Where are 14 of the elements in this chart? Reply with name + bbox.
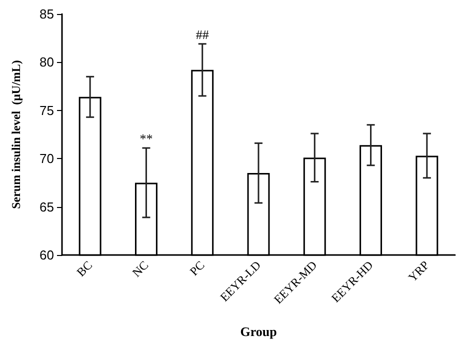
y-tick-label: 85 [40, 6, 54, 22]
y-tick-label: 70 [40, 151, 54, 166]
x-tick-label: NC [129, 258, 152, 280]
x-axis-title: Group [240, 324, 277, 339]
y-tick-label: 60 [40, 248, 54, 262]
x-tick-label: BC [74, 258, 96, 280]
y-tick-label: 80 [40, 54, 54, 70]
y-tick-label: 75 [40, 102, 54, 118]
y-axis-title: Serum insulin level (μU/mL) [9, 60, 23, 209]
data-label: ## [196, 26, 210, 42]
x-tick-label: YRP [405, 258, 432, 284]
y-tick-label: 65 [40, 199, 54, 214]
x-tick-label: PC [187, 258, 208, 278]
data-label: ** [140, 130, 153, 146]
